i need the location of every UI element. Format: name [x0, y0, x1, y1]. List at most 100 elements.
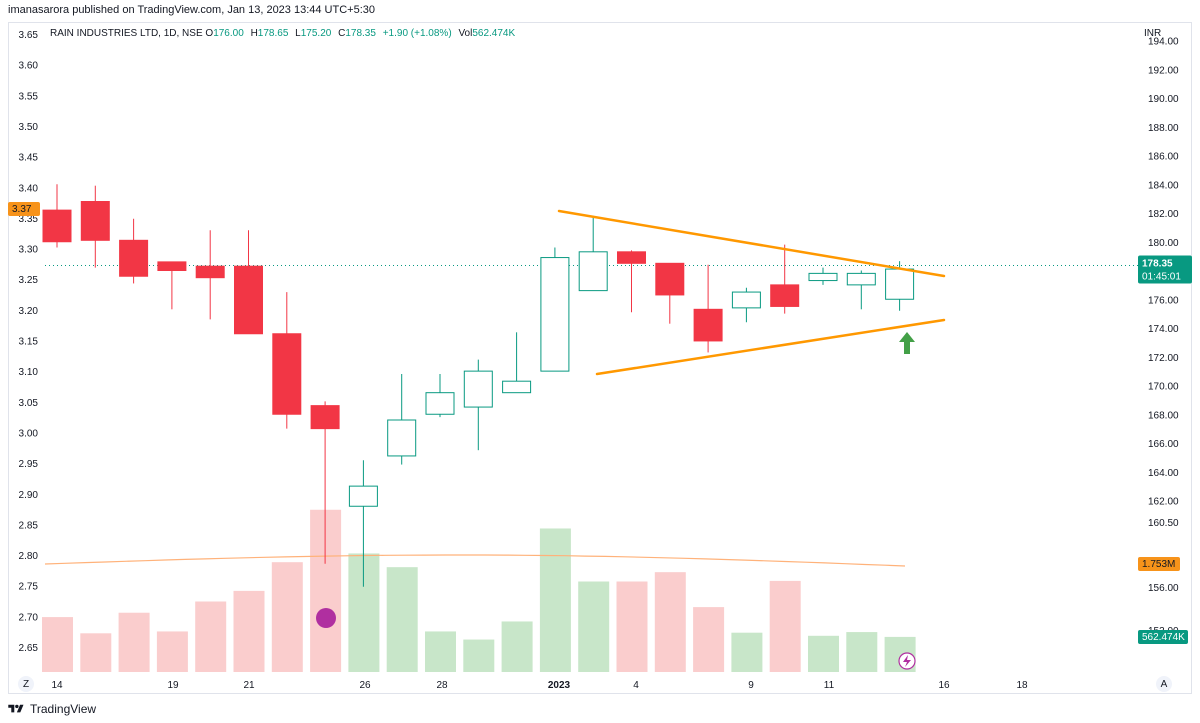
left-axis-tick: 3.00 — [19, 428, 39, 439]
legend-low: 175.20 — [300, 28, 332, 39]
volume-bar — [539, 528, 571, 672]
volume-bar — [156, 631, 188, 672]
candle-body[interactable] — [234, 265, 263, 335]
average-volume-line — [44, 554, 906, 567]
right-axis-tick: 168.00 — [1148, 410, 1179, 421]
candle-body[interactable] — [731, 291, 761, 309]
volume-bar — [386, 567, 418, 672]
lower-trendline[interactable] — [595, 318, 946, 376]
lightning-icon — [903, 655, 911, 667]
time-axis-label: 19 — [167, 680, 179, 691]
candle-body[interactable] — [578, 251, 608, 292]
legend-open: 176.00 — [213, 28, 244, 39]
time-axis-label: 11 — [824, 680, 835, 691]
auto-scale-button[interactable]: A — [1156, 676, 1172, 692]
right-axis-tick: 172.00 — [1148, 353, 1179, 364]
right-axis-tick: 194.00 — [1148, 37, 1179, 48]
volume-bar — [769, 580, 801, 672]
candle-body[interactable] — [885, 268, 915, 300]
upper-trendline[interactable] — [557, 209, 946, 278]
volume-bar — [616, 581, 648, 672]
right-axis-tick: 160.50 — [1148, 518, 1179, 529]
right-axis-tick: 186.00 — [1148, 152, 1179, 163]
countdown-tag: 01:45:01 — [1142, 271, 1181, 282]
legend-symbol: RAIN INDUSTRIES LTD, 1D, NSE — [50, 28, 203, 39]
volume-bar — [463, 639, 495, 672]
right-axis-tick: 176.00 — [1148, 295, 1179, 306]
candle-body[interactable] — [808, 272, 838, 282]
right-axis-tick: 156.00 — [1148, 583, 1179, 594]
avg-volume-tag: 1.753M — [1142, 559, 1175, 570]
right-axis-tick: 188.00 — [1148, 123, 1179, 134]
volume-bar — [195, 601, 227, 672]
left-axis-tick: 3.10 — [19, 367, 39, 378]
time-axis-label: 28 — [436, 680, 448, 691]
left-axis-tick: 3.60 — [19, 61, 39, 72]
left-axis-tick: 3.25 — [19, 275, 39, 286]
volume-bar — [846, 632, 878, 672]
legend-volume: 562.474K — [472, 28, 516, 39]
left-axis-tick: 3.15 — [19, 337, 39, 348]
candle-body[interactable] — [770, 284, 800, 307]
left-axis-tick: 2.95 — [19, 459, 39, 470]
volume-bar — [654, 572, 686, 672]
candle-body[interactable] — [119, 239, 149, 277]
candle-body[interactable] — [272, 333, 302, 415]
volume-bar — [693, 607, 725, 672]
candle-body[interactable] — [195, 265, 225, 279]
chart-frame[interactable] — [8, 22, 1192, 694]
candle-body[interactable] — [387, 419, 417, 457]
volume-bar — [578, 581, 610, 672]
candle-body[interactable] — [540, 257, 570, 372]
time-axis-label: 26 — [359, 680, 371, 691]
volume-bar — [271, 562, 303, 672]
tradingview-brand: TradingView — [30, 702, 97, 716]
candle-body[interactable] — [42, 209, 72, 243]
left-axis-tick: 2.85 — [19, 520, 39, 531]
candle-body[interactable] — [80, 201, 110, 241]
candle-body[interactable] — [502, 380, 532, 394]
time-axis-label: 21 — [243, 680, 255, 691]
left-axis-tick: 3.65 — [19, 30, 39, 41]
zoom-button[interactable]: Z — [18, 676, 34, 692]
avg-volume-tag-bg — [1138, 557, 1180, 571]
volume-bar — [233, 590, 265, 672]
footer-bar — [0, 695, 1200, 723]
volume-bar — [80, 633, 112, 672]
candle-body[interactable] — [310, 405, 340, 430]
left-axis-tick: 3.30 — [19, 245, 39, 256]
time-axis-label: 4 — [633, 680, 639, 691]
left-axis-tick: 3.50 — [19, 122, 39, 133]
left-axis-tick: 2.90 — [19, 490, 39, 501]
time-axis-label: 2023 — [548, 680, 571, 691]
right-axis-tick: 162.00 — [1148, 497, 1179, 508]
volume-tag: 562.474K — [1142, 632, 1185, 643]
candle-body[interactable] — [693, 308, 723, 342]
legend-close-label: C — [338, 28, 346, 39]
candle-body[interactable] — [157, 261, 187, 271]
candle-body[interactable] — [846, 272, 876, 286]
left-axis-tick: 3.40 — [19, 183, 39, 194]
volume-bar — [42, 617, 73, 672]
tradingview-logo-icon — [8, 704, 24, 713]
ohlc-legend: RAIN INDUSTRIES LTD, 1D, NSE O176.00 H17… — [50, 28, 519, 39]
right-axis-tick: 170.00 — [1148, 382, 1179, 393]
volume-tag-bg — [1138, 630, 1188, 644]
time-axis-label: 18 — [1016, 680, 1028, 691]
last-price-tag-box-bg — [1138, 255, 1192, 284]
time-axis-label: 14 — [51, 680, 63, 691]
currency-unit: INR — [1144, 28, 1162, 39]
tradingview-logo[interactable]: TradingView — [8, 702, 96, 716]
header-bar: imanasarora published on TradingView.com… — [0, 0, 1200, 22]
left-highlight-tag: 3.37 — [12, 204, 32, 215]
candle-body[interactable] — [348, 485, 378, 507]
right-axis-tick: 184.00 — [1148, 180, 1179, 191]
candle-body[interactable] — [463, 370, 493, 408]
candle-body[interactable] — [655, 262, 685, 296]
candle-body[interactable] — [425, 392, 455, 415]
candle-body[interactable] — [617, 251, 646, 264]
event-marker-icon[interactable] — [316, 608, 336, 628]
left-axis-tick: 3.55 — [19, 91, 39, 102]
time-axis-label: 9 — [748, 680, 754, 691]
